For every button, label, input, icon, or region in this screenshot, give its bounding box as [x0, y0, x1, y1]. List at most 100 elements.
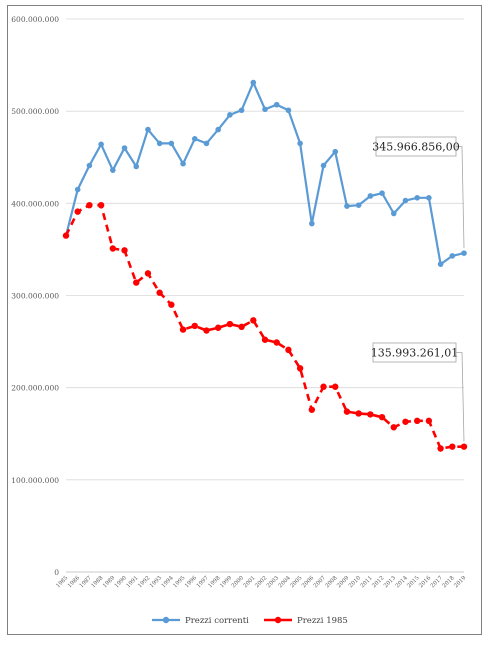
data-point [98, 141, 104, 148]
legend-swatch-marker [274, 616, 282, 624]
chart-frame [7, 5, 482, 635]
x-tick-label: 2017 [430, 575, 444, 589]
data-point [133, 163, 140, 170]
data-point [402, 418, 409, 425]
data-point [168, 301, 175, 308]
callout-leader [456, 146, 465, 249]
x-tick-label: 2007 [313, 575, 327, 589]
data-point [110, 167, 116, 173]
data-point [226, 320, 234, 328]
legend-label: Prezzi correnti [185, 616, 249, 626]
data-point [250, 317, 257, 324]
x-tick-label: 2004 [278, 575, 292, 589]
data-point [86, 201, 93, 209]
data-point [203, 327, 210, 334]
data-point [426, 195, 432, 201]
x-tick-label: 2016 [418, 575, 432, 589]
callout-label: 345.966.856,00 [372, 141, 459, 154]
x-tick-label: 1994 [161, 575, 175, 589]
data-point [437, 445, 444, 452]
x-tick-label: 1991 [126, 575, 140, 589]
data-point [227, 112, 233, 118]
x-tick-label: 2018 [442, 575, 456, 589]
data-point [156, 289, 163, 296]
data-point [332, 383, 339, 390]
data-point [285, 346, 292, 354]
data-point [332, 148, 339, 155]
data-point [367, 411, 374, 418]
data-point [343, 408, 351, 415]
data-point [308, 406, 316, 413]
x-tick-label: 1998 [207, 575, 221, 589]
data-point [214, 324, 222, 331]
data-point [262, 106, 268, 113]
data-point [437, 261, 444, 267]
callout-leader [456, 352, 465, 442]
y-tick-label: 200.000.000 [11, 384, 59, 393]
data-point [250, 79, 257, 86]
x-tick-label: 2009 [336, 575, 350, 589]
data-point [390, 424, 397, 431]
x-tick-label: 1987 [79, 575, 93, 589]
data-point [414, 195, 420, 201]
data-point [261, 336, 269, 343]
y-tick-label: 300.000.000 [11, 292, 59, 301]
data-point [180, 160, 186, 167]
data-point [62, 232, 70, 239]
data-point [133, 279, 140, 286]
data-point [121, 247, 128, 254]
x-tick-label: 2019 [453, 575, 467, 589]
data-point [367, 193, 374, 199]
x-tick-label: 2005 [289, 575, 303, 589]
y-tick-label: 600.000.000 [11, 15, 59, 24]
x-tick-label: 1999 [219, 575, 233, 589]
y-tick-label: 100.000.000 [11, 476, 59, 485]
data-point [378, 413, 386, 421]
x-tick-label: 1995 [172, 575, 186, 589]
x-tick-label: 2010 [348, 575, 362, 589]
legend-swatch-marker [162, 616, 170, 624]
data-point [203, 140, 210, 147]
x-tick-label: 2008 [325, 575, 339, 589]
data-point [179, 326, 187, 333]
data-point [121, 145, 128, 151]
data-point [238, 323, 245, 331]
x-tick-label: 2003 [266, 575, 280, 589]
data-point [273, 101, 280, 108]
data-point [285, 107, 292, 114]
data-point [379, 190, 385, 196]
callout-label: 135.993.261,01 [371, 347, 458, 360]
x-tick-label: 2002 [254, 575, 268, 589]
data-point [74, 208, 81, 215]
data-point [449, 443, 456, 450]
x-tick-label: 2015 [406, 575, 420, 589]
data-point [191, 322, 198, 330]
x-tick-label: 2001 [243, 575, 257, 589]
x-tick-label: 2012 [371, 575, 385, 589]
data-point [355, 410, 362, 417]
y-tick-label: 0 [54, 568, 59, 577]
data-point [144, 270, 152, 277]
x-tick-label: 2011 [360, 575, 374, 589]
data-point [344, 203, 350, 209]
x-tick-label: 1989 [102, 575, 116, 589]
series-line-2 [64, 203, 464, 450]
data-point [320, 383, 327, 390]
x-tick-label: 1997 [196, 575, 210, 589]
data-point [320, 162, 327, 169]
data-point [460, 443, 468, 450]
data-point [191, 136, 198, 142]
data-point [296, 365, 304, 372]
data-point [309, 220, 315, 227]
x-tick-label: 1986 [67, 575, 81, 589]
data-point [215, 126, 221, 133]
x-tick-label: 1996 [184, 575, 198, 589]
data-point [86, 162, 93, 169]
data-point [425, 417, 433, 425]
data-point [402, 197, 409, 204]
y-tick-label: 400.000.000 [11, 199, 59, 208]
x-tick-label: 1993 [149, 575, 163, 589]
x-tick-label: 1988 [90, 575, 104, 589]
data-point [145, 126, 151, 133]
